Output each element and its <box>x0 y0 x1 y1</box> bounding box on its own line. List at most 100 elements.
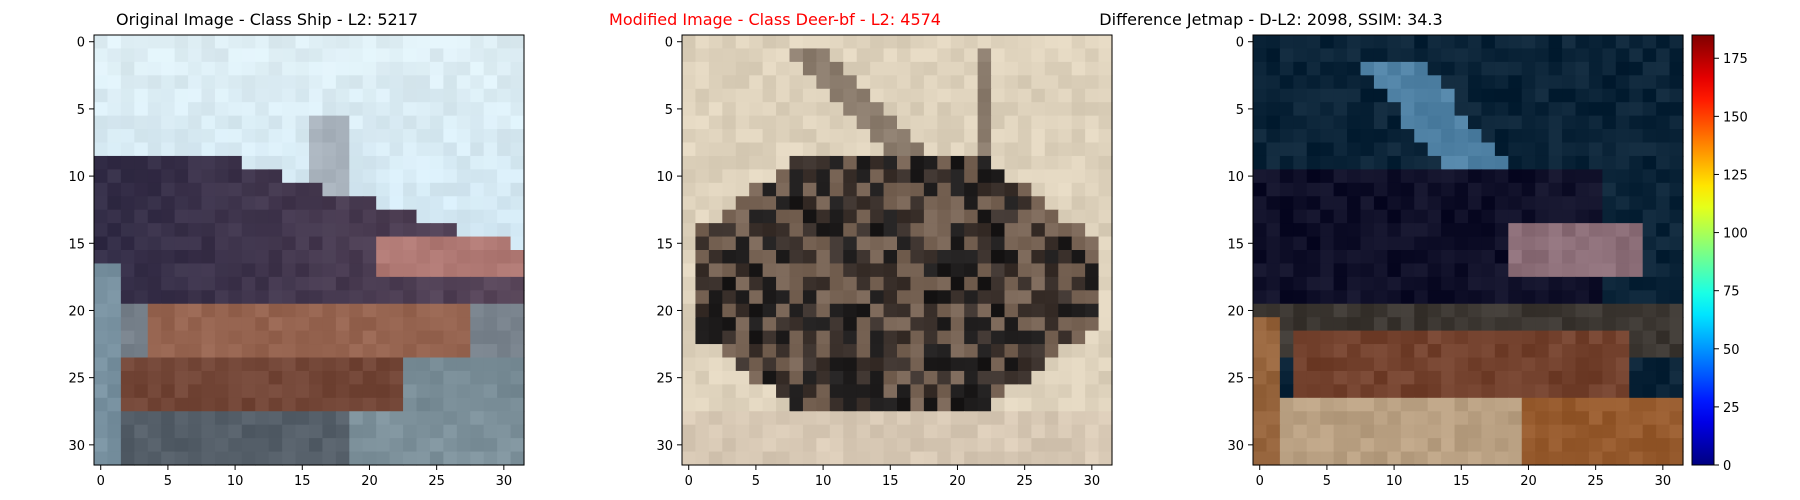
pixel-cell <box>1387 88 1402 103</box>
pixel-cell <box>174 303 189 318</box>
pixel-cell <box>1360 102 1375 117</box>
pixel-cell <box>1642 35 1657 50</box>
pixel-cell <box>682 61 697 76</box>
pixel-cell <box>268 424 283 439</box>
pixel-cell <box>309 182 324 197</box>
pixel-cell <box>161 35 176 50</box>
pixel-cell <box>923 317 938 332</box>
pixel-cell <box>1535 102 1550 117</box>
pixel-cell <box>1373 384 1388 399</box>
pixel-cell <box>1427 370 1442 385</box>
pixel-cell <box>1387 223 1402 238</box>
pixel-cell <box>403 209 418 224</box>
pixel-cell <box>1279 35 1294 50</box>
pixel-cell <box>789 263 804 278</box>
pixel-cell <box>228 182 243 197</box>
pixel-cell <box>1098 330 1113 345</box>
axes-frame <box>681 34 1113 466</box>
pixel-cell <box>335 290 350 305</box>
pixel-cell <box>883 142 898 157</box>
pixel-cell <box>991 451 1006 466</box>
pixel-cell <box>1441 330 1456 345</box>
pixel-cell <box>1642 169 1657 184</box>
pixel-cell <box>1017 303 1032 318</box>
pixel-cell <box>897 61 912 76</box>
pixel-cell <box>722 129 737 144</box>
pixel-cell <box>403 290 418 305</box>
pixel-cell <box>1588 75 1603 90</box>
pixel-cell <box>1468 317 1483 332</box>
pixel-cell <box>335 61 350 76</box>
pixel-cell <box>510 142 525 157</box>
pixel-cell <box>389 142 404 157</box>
pixel-cell <box>1494 451 1509 466</box>
pixel-cell <box>1071 263 1086 278</box>
pixel-cell <box>322 276 337 291</box>
pixel-cell <box>1373 142 1388 157</box>
pixel-cell <box>376 357 391 372</box>
pixel-cell <box>362 344 377 359</box>
pixel-cell <box>416 303 431 318</box>
pixel-cell <box>1333 451 1348 466</box>
pixel-cell <box>510 344 525 359</box>
pixel-cell <box>1347 438 1362 453</box>
pixel-cell <box>376 411 391 426</box>
pixel-cell <box>1521 344 1536 359</box>
pixel-cell <box>1031 384 1046 399</box>
pixel-cell <box>241 424 256 439</box>
pixel-cell <box>910 303 925 318</box>
pixel-cell <box>1058 303 1073 318</box>
pixel-cell <box>376 35 391 50</box>
pixel-cell <box>362 330 377 345</box>
pixel-cell <box>510 61 525 76</box>
y-tick-label: 25 <box>68 372 85 387</box>
pixel-cell <box>403 438 418 453</box>
pixel-cell <box>1629 370 1644 385</box>
pixel-cell <box>161 451 176 466</box>
pixel-cell <box>1320 61 1335 76</box>
pixel-cell <box>214 35 229 50</box>
pixel-cell <box>789 142 804 157</box>
pixel-cell <box>1279 344 1294 359</box>
pixel-cell <box>964 88 979 103</box>
pixel-cell <box>214 330 229 345</box>
pixel-cell <box>483 115 498 130</box>
pixel-cell <box>977 250 992 265</box>
pixel-cell <box>1414 317 1429 332</box>
pixel-cell <box>1508 142 1523 157</box>
pixel-cell <box>1454 397 1469 412</box>
pixel-cell <box>120 397 135 412</box>
pixel-cell <box>977 290 992 305</box>
pixel-cell <box>376 236 391 251</box>
pixel-cell <box>1400 115 1415 130</box>
pixel-cell <box>1669 411 1684 426</box>
pixel-cell <box>1602 451 1617 466</box>
pixel-cell <box>456 357 471 372</box>
pixel-cell <box>1494 61 1509 76</box>
pixel-cell <box>1333 438 1348 453</box>
pixel-cell <box>1293 88 1308 103</box>
pixel-cell <box>107 438 122 453</box>
pixel-cell <box>856 102 871 117</box>
pixel-cell <box>443 169 458 184</box>
pixel-cell <box>1333 155 1348 170</box>
pixel-cell <box>389 384 404 399</box>
pixel-cell <box>1615 370 1630 385</box>
pixel-cell <box>1017 276 1032 291</box>
pixel-cell <box>762 250 777 265</box>
pixel-cell <box>295 155 310 170</box>
pixel-cell <box>749 155 764 170</box>
axes-frame <box>1252 34 1684 466</box>
pixel-cell <box>923 411 938 426</box>
pixel-cell <box>1347 236 1362 251</box>
pixel-cell <box>1575 129 1590 144</box>
pixel-cell <box>789 88 804 103</box>
pixel-cell <box>1266 182 1281 197</box>
pixel-cell <box>1535 263 1550 278</box>
pixel-cell <box>241 250 256 265</box>
pixel-cell <box>349 169 364 184</box>
pixel-cell <box>950 411 965 426</box>
pixel-cell <box>1004 196 1019 211</box>
pixel-cell <box>188 451 203 466</box>
pixel-cell <box>470 223 485 238</box>
